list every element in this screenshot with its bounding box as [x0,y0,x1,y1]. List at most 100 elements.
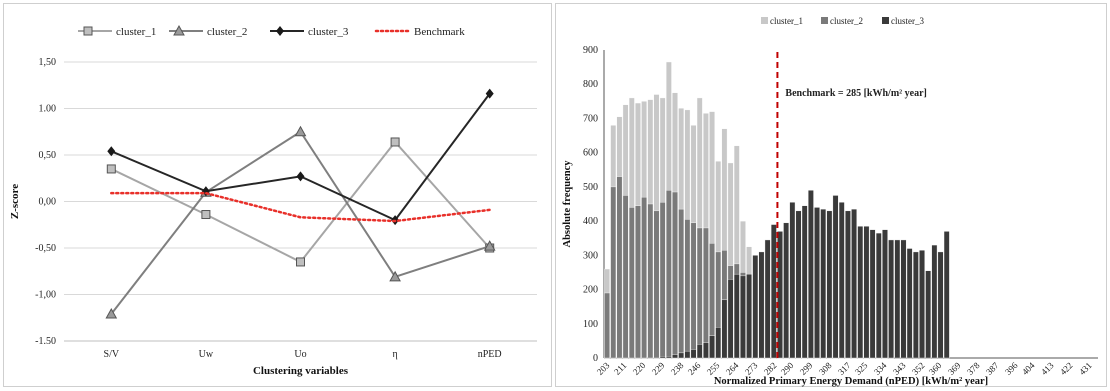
histogram-bar [641,196,648,359]
histogram-bar [740,275,746,359]
data-point [106,164,116,174]
legend-label: cluster_2 [830,16,863,26]
histogram-bar [690,349,697,359]
x-tick-label: 422 [1058,360,1075,377]
y-tick-label: 500 [583,182,598,193]
x-tick-label: 325 [853,360,870,377]
histogram-bar [665,190,672,359]
data-point [107,146,116,157]
histogram-bar [912,251,919,359]
histogram-bar [863,226,870,359]
x-tick-label: 378 [965,360,982,377]
histogram-bar [770,224,777,359]
y-tick-label: 200 [583,285,598,296]
x-tick-label: 238 [669,360,686,377]
x-tick-label: 369 [946,360,963,377]
legend-swatch [761,17,768,24]
histogram-bar [672,354,678,359]
data-point [294,125,307,137]
histogram-bar [888,239,895,359]
legend-marker [173,24,185,36]
legend: cluster_1 cluster_2 cluster_3 Benchmark [78,24,465,38]
histogram-bar [832,195,839,359]
y-tick-label: -0,50 [35,243,56,254]
data-point [390,137,400,147]
legend-marker [83,26,93,36]
benchmark-label: Benchmark = 285 [kWh/m² year] [785,88,926,99]
legend-label: cluster_2 [207,26,247,38]
y-tick-label: 900 [583,45,598,56]
histogram-bar [696,344,703,359]
x-axis-title: Normalized Primary Energy Demand (nPED) … [714,376,988,387]
histogram-bar [610,186,617,359]
x-tick-label: 290 [779,360,796,377]
histogram-bar [702,342,709,359]
histogram-bar [696,227,703,359]
histogram-bar [709,335,715,359]
histogram-bar [690,222,697,359]
histogram-bar [678,208,685,359]
histogram-bar [894,239,901,359]
histogram-bar [721,299,728,359]
series-line [110,191,491,223]
histogram-bar [925,270,932,359]
x-tick-label: 360 [927,360,944,377]
series-cluster_3 [659,190,950,359]
data-point [296,257,305,267]
data-point [389,270,401,282]
data-point [296,171,305,182]
x-tick-label: 255 [705,360,722,377]
histogram-bar [758,251,765,359]
histogram-bar [635,205,641,359]
x-tick-label: 343 [891,360,908,377]
histogram-bar [659,356,666,359]
histogram-bar [814,207,820,359]
zscore-line-chart-panel: 1,50 1.00 0,50 0,00 -0,50 -1,00 -1.50 S/V Uw Uo η n… [3,3,552,387]
histogram-bar [653,210,660,359]
series-line [110,130,491,315]
histogram-bar [678,352,685,359]
x-tick-label: 334 [872,360,889,377]
histogram-bar [845,210,851,359]
series-cluster_3 [107,88,494,226]
histogram-bar [931,244,938,359]
histogram-bar [838,202,845,359]
histogram-bar [906,248,913,359]
legend-label: cluster_3 [308,26,349,38]
x-tick-label: Uo [294,349,306,360]
histogram-bar [684,350,691,359]
histogram-bar [628,207,635,359]
x-tick-label: 404 [1020,360,1037,377]
y-tick-label: 600 [583,148,598,159]
y-axis-title: Z-score [9,184,21,219]
histogram-bar [851,208,857,359]
histogram-bar [672,191,678,359]
y-tick-label: -1.50 [35,336,56,347]
x-axis-title: Clustering variables [253,365,349,377]
x-tick-label: Uw [199,349,214,360]
histogram-bar [820,208,827,359]
legend-marker [276,26,284,36]
histogram-bar [752,255,759,359]
y-tick-label: -1,00 [35,290,56,301]
y-tick-label: 0 [593,353,598,364]
data-point [483,240,496,251]
x-tick-label: 273 [743,360,760,377]
y-tick-label: 300 [583,250,598,261]
x-tick-label: 264 [724,360,741,377]
histogram-bar [659,202,666,359]
histogram-bar [826,210,833,359]
x-tick-label: 396 [1003,360,1020,377]
x-tick-label: 229 [650,360,667,377]
y-tick-label: 1.00 [39,104,57,115]
histogram-bar [616,176,623,359]
x-tick-label: 317 [836,360,853,377]
data-point [105,308,118,319]
x-tick-label: 308 [817,360,834,377]
histogram-bar [857,226,864,359]
histogram-bar [733,273,740,359]
x-tick-label: nPED [478,349,502,360]
histogram-bar [783,222,790,359]
histogram-bar [795,210,802,359]
